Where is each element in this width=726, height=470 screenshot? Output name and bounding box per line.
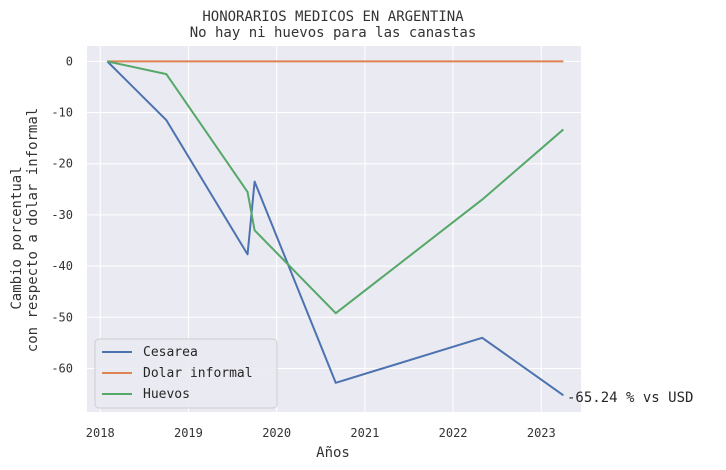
chart-title: HONORARIOS MEDICOS EN ARGENTINA: [202, 9, 464, 25]
legend-label-huevos: Huevos: [143, 387, 190, 402]
annotation-last-value: -65.24 % vs USD: [567, 390, 693, 406]
chart-subtitle: No hay ni huevos para las canastas: [190, 25, 477, 41]
x-tick-label: 2018: [86, 426, 115, 440]
x-tick-labels: 2018 2019 2020 2021 2022 2023: [86, 426, 556, 440]
y-tick-label: -20: [51, 157, 73, 171]
legend-label-dolar-informal: Dolar informal: [143, 366, 253, 381]
y-tick-label: -60: [51, 361, 73, 375]
legend-label-cesarea: Cesarea: [143, 345, 198, 360]
y-tick-labels: 0 -10 -20 -30 -40 -50 -60: [51, 54, 73, 375]
x-tick-label: 2023: [527, 426, 556, 440]
x-tick-label: 2021: [350, 426, 379, 440]
series-line-cesarea: [106, 60, 564, 397]
x-axis-label: Años: [316, 445, 350, 461]
legend: Cesarea Dolar informal Huevos: [94, 338, 278, 409]
x-tick-label: 2020: [262, 426, 291, 440]
legend-box: [94, 338, 278, 409]
y-axis-label-line2: con respecto a dolar informal: [25, 108, 41, 352]
y-axis-label-line1: Cambio porcentual: [9, 166, 25, 309]
x-tick-label: 2022: [439, 426, 468, 440]
series-lines: [106, 60, 565, 397]
y-tick-label: 0: [66, 54, 73, 68]
y-tick-label: -50: [51, 310, 73, 324]
y-tick-label: -40: [51, 259, 73, 273]
x-tick-label: 2019: [174, 426, 203, 440]
y-tick-label: -30: [51, 208, 73, 222]
series-line-huevos: [107, 60, 565, 315]
y-tick-label: -10: [51, 106, 73, 120]
